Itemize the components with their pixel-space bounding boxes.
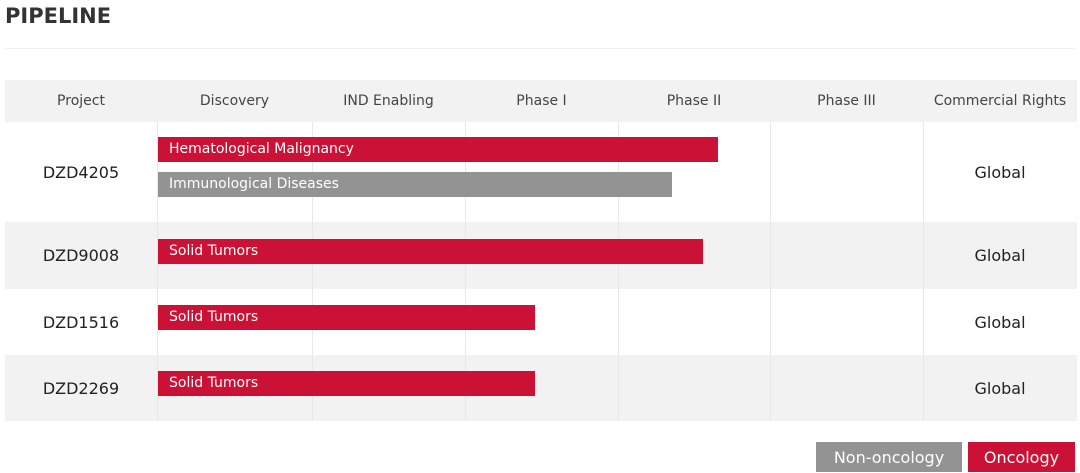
commercial-rights: Global (974, 312, 1026, 332)
column-divider (618, 289, 619, 355)
progress-bar: Solid Tumors (158, 371, 535, 396)
progress-bar: Immunological Diseases (158, 172, 672, 197)
commercial-rights: Global (974, 162, 1026, 182)
column-divider (923, 289, 924, 355)
commercial-rights: Global (974, 378, 1026, 398)
column-header: Project (57, 93, 105, 109)
column-header: IND Enabling (343, 93, 434, 109)
project-name: DZD1516 (42, 312, 120, 332)
column-divider (157, 222, 158, 289)
column-divider (157, 355, 158, 421)
column-header: Commercial Rights (933, 93, 1067, 109)
column-header: Phase II (666, 93, 722, 109)
commercial-rights: Global (974, 246, 1026, 265)
column-divider (923, 122, 924, 222)
column-divider (157, 122, 158, 222)
progress-bar: Solid Tumors (158, 305, 535, 330)
project-name: DZD2269 (42, 378, 120, 398)
column-divider (770, 222, 771, 289)
column-header: Phase III (817, 93, 876, 109)
column-divider (923, 355, 924, 421)
column-divider (923, 222, 924, 289)
column-divider (157, 289, 158, 355)
project-name: DZD4205 (42, 162, 120, 182)
column-divider (770, 122, 771, 222)
separator (5, 48, 1075, 49)
column-header: Phase I (516, 93, 567, 109)
column-divider (770, 355, 771, 421)
column-header: Discovery (199, 93, 270, 109)
column-divider (618, 355, 619, 421)
progress-bar: Hematological Malignancy (158, 137, 718, 162)
legend-non-oncology[interactable]: Non-oncology (816, 442, 962, 472)
project-name: DZD9008 (42, 246, 120, 265)
header-row (5, 80, 1077, 122)
page-title: PIPELINE (5, 4, 112, 28)
legend-oncology[interactable]: Oncology (968, 442, 1075, 472)
progress-bar: Solid Tumors (158, 239, 703, 264)
column-divider (770, 289, 771, 355)
